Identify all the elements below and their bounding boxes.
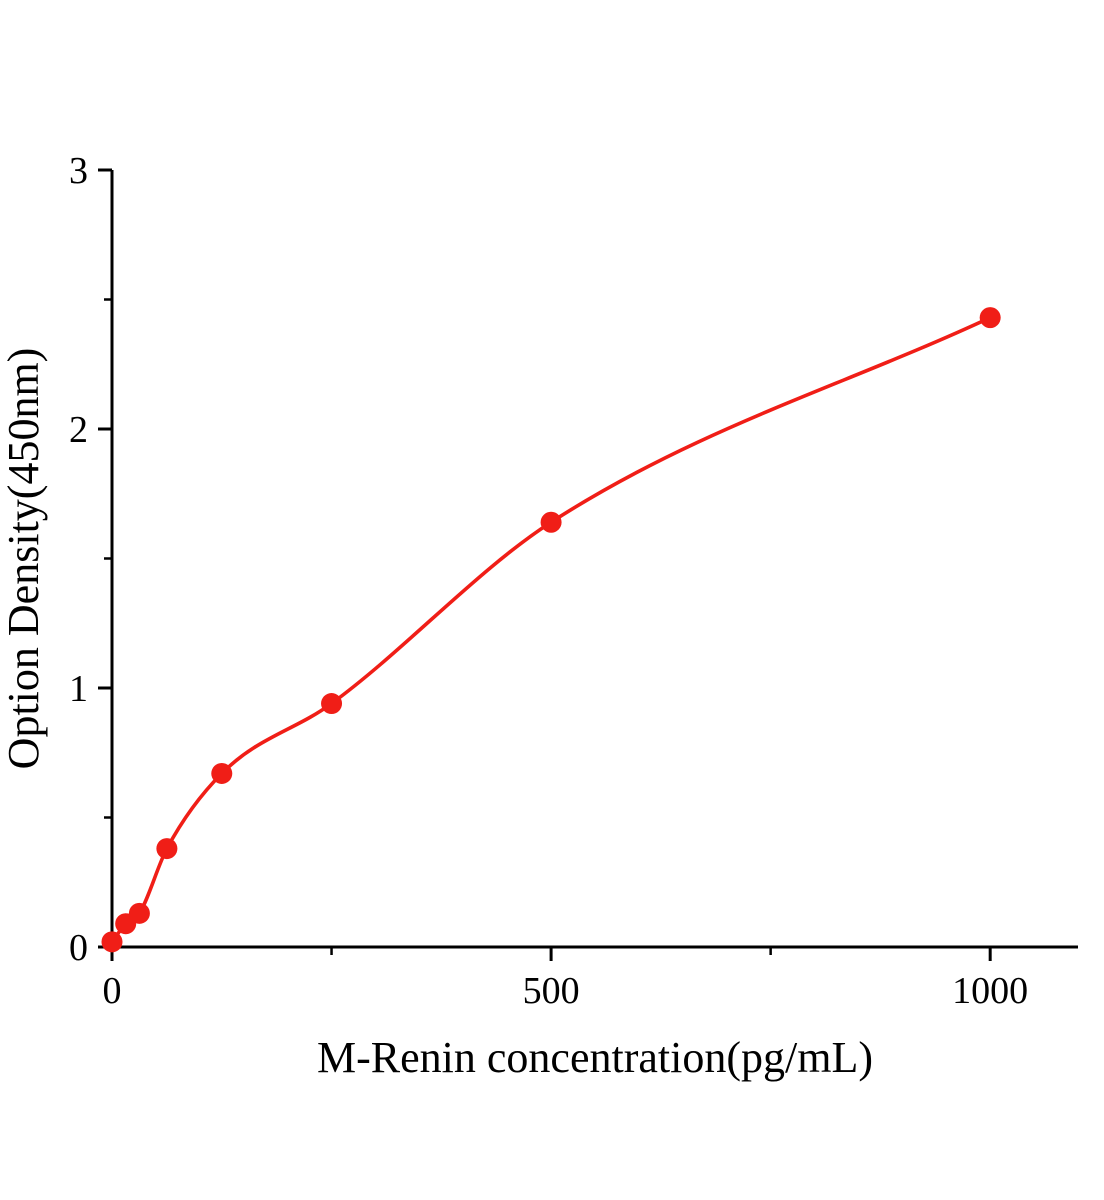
data-points bbox=[101, 307, 1001, 953]
data-point-marker bbox=[321, 693, 343, 715]
y-axis-title: Option Density(450nm) bbox=[0, 348, 48, 770]
data-point-marker bbox=[979, 307, 1001, 329]
y-tick-label: 1 bbox=[69, 668, 88, 710]
data-point-marker bbox=[211, 762, 233, 784]
axes: 0 500 1000 0 1 2 3 bbox=[69, 150, 1078, 1012]
standard-curve-line bbox=[110, 315, 992, 944]
y-tick-label: 0 bbox=[69, 927, 88, 969]
x-tick-label: 0 bbox=[103, 970, 122, 1012]
data-point-marker bbox=[101, 931, 123, 953]
y-tick-label: 3 bbox=[69, 150, 88, 192]
data-point-marker bbox=[128, 902, 150, 924]
data-point-marker bbox=[156, 838, 178, 860]
fitted-curve bbox=[110, 315, 992, 944]
data-point-marker bbox=[540, 511, 562, 533]
x-tick-label: 1000 bbox=[952, 970, 1028, 1012]
x-axis-title: M-Renin concentration(pg/mL) bbox=[317, 1033, 873, 1082]
y-tick-label: 2 bbox=[69, 409, 88, 451]
x-tick-label: 500 bbox=[523, 970, 580, 1012]
